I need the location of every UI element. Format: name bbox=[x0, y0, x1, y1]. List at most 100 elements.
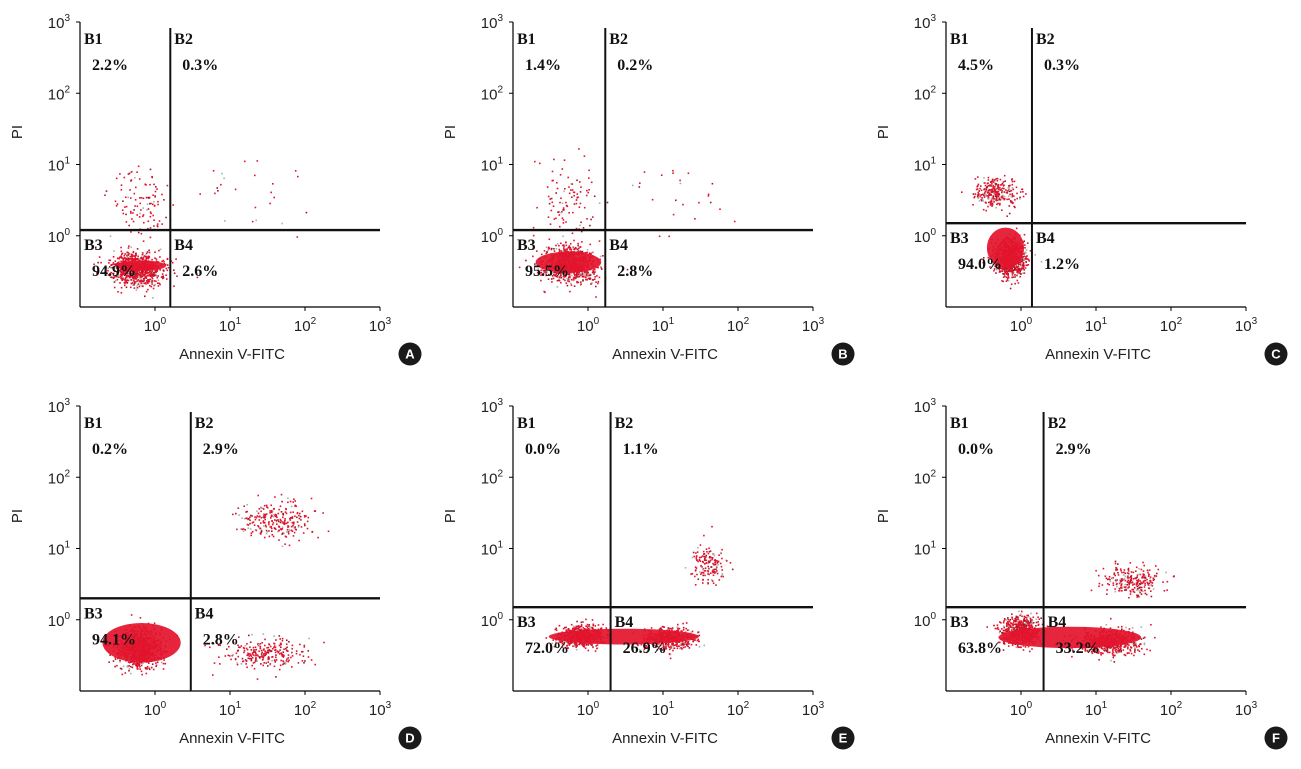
y-tick-label: 102 bbox=[481, 84, 504, 103]
event-dots bbox=[545, 525, 734, 660]
quadrant-b1: B1 0.0% bbox=[950, 415, 994, 458]
quadrant-name: B2 bbox=[1048, 415, 1067, 432]
badge-circle bbox=[831, 726, 855, 750]
quadrant-b4: B4 2.8% bbox=[195, 605, 239, 648]
quadrant-percent: 0.2% bbox=[92, 441, 128, 458]
x-tick-label: 102 bbox=[1160, 316, 1183, 335]
dot-plot-e: 100 101 102 103 100 101 102 103 Annexin V-FITC PI… bbox=[442, 397, 855, 750]
y-tick-label: 100 bbox=[914, 611, 937, 630]
quadrant-percent: 94.0% bbox=[958, 256, 1002, 273]
x-tick-label: 102 bbox=[294, 700, 317, 719]
x-tick-label: 103 bbox=[802, 700, 825, 719]
event-dots bbox=[93, 160, 308, 299]
panel-b: 100 101 102 103 100 101 102 103 Annexin V-FITC PI… bbox=[433, 0, 866, 384]
x-tick-label: 102 bbox=[1160, 700, 1183, 719]
quadrant-name: B1 bbox=[84, 415, 103, 432]
x-axis-title: Annexin V-FITC bbox=[1045, 730, 1151, 747]
event-dots bbox=[986, 560, 1175, 663]
badge-circle bbox=[1264, 726, 1288, 750]
dense-population bbox=[548, 628, 699, 645]
quadrant-b1: B1 0.0% bbox=[517, 415, 561, 458]
panel-badge: B bbox=[831, 342, 855, 366]
y-tick-label: 102 bbox=[481, 468, 504, 487]
x-tick-label: 100 bbox=[577, 700, 600, 719]
event-cluster bbox=[199, 160, 308, 238]
quadrant-b2: B2 0.3% bbox=[1036, 31, 1080, 74]
y-tick-label: 101 bbox=[481, 156, 504, 175]
quadrant-name: B4 bbox=[615, 614, 634, 631]
quadrant-name: B3 bbox=[84, 237, 103, 254]
panel-f: 100 101 102 103 100 101 102 103 Annexin V-FITC PI… bbox=[866, 384, 1299, 768]
y-tick-label: 102 bbox=[48, 468, 71, 487]
y-axis-title: PI bbox=[9, 509, 26, 523]
quadrant-name: B4 bbox=[1048, 614, 1067, 631]
badge-circle bbox=[1264, 342, 1288, 366]
event-dots bbox=[961, 174, 1043, 290]
y-tick-label: 103 bbox=[914, 13, 937, 32]
panel-badge: C bbox=[1264, 342, 1288, 366]
quadrant-name: B2 bbox=[195, 415, 214, 432]
badge-letter: F bbox=[1272, 731, 1280, 746]
quadrant-b4: B4 2.6% bbox=[174, 237, 218, 280]
quadrant-percent: 2.6% bbox=[182, 263, 218, 280]
quadrant-b3: B3 63.8% bbox=[950, 614, 1002, 657]
y-tick-label: 100 bbox=[48, 611, 71, 630]
quadrant-percent: 0.3% bbox=[182, 57, 218, 74]
dot-plot-b: 100 101 102 103 100 101 102 103 Annexin V-FITC PI… bbox=[442, 13, 855, 366]
quadrant-b1: B1 1.4% bbox=[517, 31, 561, 74]
y-tick-label: 103 bbox=[48, 397, 71, 416]
quadrant-name: B4 bbox=[609, 237, 628, 254]
badge-circle bbox=[398, 726, 422, 750]
y-axis-title: PI bbox=[875, 125, 892, 139]
y-tick-label: 101 bbox=[481, 540, 504, 559]
quadrant-name: B3 bbox=[950, 614, 969, 631]
event-cluster bbox=[684, 525, 734, 586]
x-tick-label: 101 bbox=[1085, 316, 1108, 335]
x-tick-label: 102 bbox=[294, 316, 317, 335]
y-tick-label: 103 bbox=[914, 397, 937, 416]
panel-badge: A bbox=[398, 342, 422, 366]
quadrant-percent: 1.4% bbox=[525, 57, 561, 74]
y-tick-label: 103 bbox=[48, 13, 71, 32]
quadrant-name: B2 bbox=[615, 415, 634, 432]
panel-d: 100 101 102 103 100 101 102 103 Annexin V-FITC PI… bbox=[0, 384, 433, 768]
event-dots bbox=[518, 148, 736, 298]
x-tick-label: 101 bbox=[652, 700, 675, 719]
panel-badge: D bbox=[398, 726, 422, 750]
y-tick-label: 101 bbox=[48, 156, 71, 175]
quadrant-percent: 0.0% bbox=[525, 441, 561, 458]
x-tick-label: 100 bbox=[1010, 316, 1033, 335]
event-cluster bbox=[104, 165, 174, 239]
dense-population bbox=[115, 260, 166, 272]
y-tick-label: 100 bbox=[481, 227, 504, 246]
y-tick-label: 101 bbox=[914, 540, 937, 559]
badge-letter: B bbox=[838, 347, 847, 362]
quadrant-percent: 26.9% bbox=[623, 640, 667, 657]
y-tick-label: 102 bbox=[914, 84, 937, 103]
y-tick-label: 100 bbox=[481, 611, 504, 630]
quadrant-b1: B1 2.2% bbox=[84, 31, 128, 74]
dense-population bbox=[535, 251, 602, 273]
quadrant-name: B1 bbox=[950, 415, 969, 432]
quadrant-percent: 2.9% bbox=[203, 441, 239, 458]
x-axis-title: Annexin V-FITC bbox=[1045, 346, 1151, 363]
panel-badge: E bbox=[831, 726, 855, 750]
x-tick-label: 102 bbox=[727, 316, 750, 335]
quadrant-b3: B3 72.0% bbox=[517, 614, 569, 657]
y-tick-label: 102 bbox=[914, 468, 937, 487]
event-dots bbox=[102, 493, 330, 680]
quadrant-name: B3 bbox=[950, 230, 969, 247]
event-cluster bbox=[532, 148, 609, 256]
quadrant-name: B2 bbox=[609, 31, 628, 48]
quadrant-percent: 33.2% bbox=[1056, 640, 1100, 657]
quadrant-b1: B1 4.5% bbox=[950, 31, 994, 74]
quadrant-b3: B3 94.0% bbox=[950, 230, 1002, 273]
x-tick-label: 103 bbox=[369, 316, 392, 335]
quadrant-b2: B2 2.9% bbox=[195, 415, 239, 458]
badge-circle bbox=[398, 342, 422, 366]
x-tick-label: 103 bbox=[1235, 316, 1258, 335]
quadrant-percent: 0.2% bbox=[617, 57, 653, 74]
quadrant-name: B2 bbox=[1036, 31, 1055, 48]
x-tick-label: 100 bbox=[144, 316, 167, 335]
